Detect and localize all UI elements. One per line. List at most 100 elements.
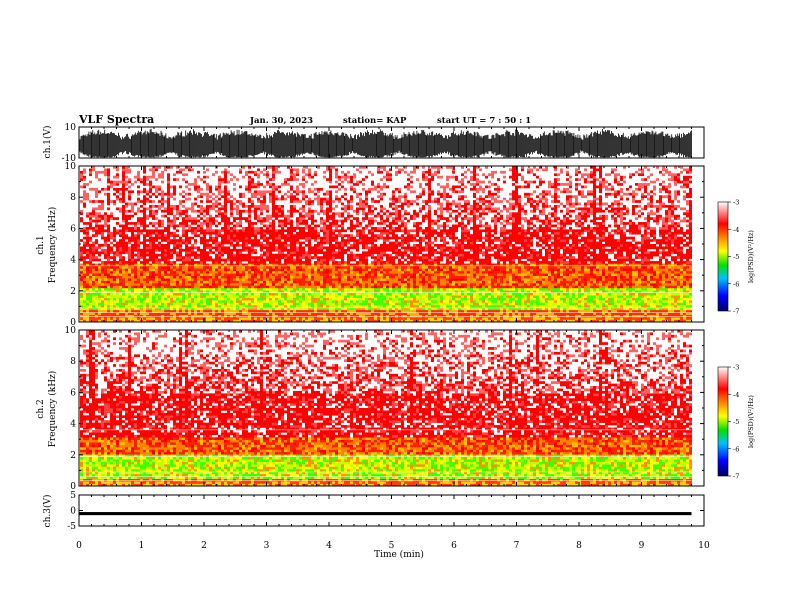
psd-cell	[173, 246, 176, 250]
psd-cell	[83, 170, 86, 174]
psd-cell	[152, 248, 155, 252]
psd-cell	[272, 317, 275, 320]
psd-cell	[83, 309, 86, 313]
psd-cell	[104, 278, 107, 281]
psd-cell	[107, 180, 110, 184]
psd-cell	[173, 261, 176, 264]
psd-cell	[203, 304, 206, 308]
psd-cell	[146, 309, 149, 313]
psd-cell	[134, 278, 137, 281]
psd-cell	[224, 317, 227, 320]
psd-cell	[377, 292, 380, 296]
psd-cell	[209, 219, 212, 223]
psd-cell	[173, 251, 176, 255]
psd-cell	[290, 256, 293, 259]
psd-cell	[356, 229, 359, 233]
psd-cell	[374, 185, 377, 189]
psd-cell	[191, 246, 194, 250]
psd-cell	[299, 312, 302, 315]
psd-cell	[269, 261, 272, 264]
psd-cell	[248, 275, 251, 279]
psd-cell	[368, 248, 371, 252]
psd-cell	[326, 319, 329, 323]
psd-cell	[146, 261, 149, 264]
psd-cell	[167, 236, 170, 240]
psd-cell	[206, 239, 209, 242]
psd-cell	[254, 283, 257, 286]
psd-cell	[344, 314, 347, 318]
psd-cell	[107, 224, 110, 228]
psd-cell	[83, 297, 86, 301]
psd-cell	[377, 312, 380, 315]
psd-cell	[320, 207, 323, 211]
psd-cell	[248, 197, 251, 201]
psd-cell	[218, 202, 221, 206]
psd-cell	[272, 304, 275, 308]
psd-cell	[182, 300, 185, 303]
psd-cell	[362, 212, 365, 216]
psd-cell	[86, 317, 89, 320]
psd-cell	[83, 314, 86, 318]
psd-cell	[158, 185, 161, 189]
psd-cell	[170, 278, 173, 281]
psd-cell	[368, 273, 371, 276]
psd-cell	[248, 205, 251, 208]
psd-cell	[200, 253, 203, 257]
psd-cell	[365, 197, 368, 201]
psd-cell	[146, 231, 149, 235]
psd-cell	[308, 241, 311, 245]
psd-cell	[167, 246, 170, 250]
psd-cell	[272, 178, 275, 181]
psd-cell	[170, 314, 173, 318]
psd-cell	[347, 280, 350, 284]
psd-cell	[197, 175, 200, 179]
psd-cell	[263, 251, 266, 255]
psd-cell	[92, 290, 95, 294]
psd-cell	[245, 278, 248, 281]
psd-cell	[191, 217, 194, 220]
psd-cell	[353, 317, 356, 320]
psd-cell	[197, 317, 200, 320]
psd-cell	[347, 239, 350, 242]
psd-cell	[323, 309, 326, 313]
psd-cell	[218, 317, 221, 320]
psd-cell	[338, 183, 341, 186]
psd-cell	[320, 297, 323, 301]
psd-cell	[104, 287, 107, 291]
psd-cell	[350, 295, 353, 298]
psd-cell	[374, 261, 377, 264]
psd-cell	[341, 319, 344, 323]
psd-cell	[143, 261, 146, 264]
psd-cell	[188, 300, 191, 303]
psd-cell	[359, 197, 362, 201]
psd-cell	[119, 197, 122, 201]
psd-cell	[86, 309, 89, 313]
psd-cell	[140, 229, 143, 233]
psd-cell	[311, 246, 314, 250]
psd-cell	[329, 312, 332, 315]
psd-cell	[377, 302, 380, 306]
psd-cell	[167, 226, 170, 230]
psd-cell	[158, 290, 161, 294]
psd-cell	[320, 241, 323, 245]
psd-cell	[371, 317, 374, 320]
psd-cell	[224, 263, 227, 267]
psd-cell	[104, 214, 107, 218]
psd-cell	[269, 263, 272, 267]
psd-cell	[278, 222, 281, 225]
psd-cell	[194, 295, 197, 298]
psd-cell	[170, 312, 173, 315]
psd-cell	[368, 236, 371, 240]
psd-cell	[320, 304, 323, 308]
psd-cell	[158, 270, 161, 274]
psd-cell	[131, 283, 134, 286]
psd-cell	[260, 280, 263, 284]
psd-cell	[182, 224, 185, 228]
psd-cell	[302, 302, 305, 306]
psd-cell	[164, 317, 167, 320]
psd-cell	[173, 270, 176, 274]
psd-cell	[125, 168, 128, 172]
psd-cell	[242, 265, 245, 269]
psd-cell	[338, 256, 341, 259]
psd-cell	[113, 226, 116, 230]
